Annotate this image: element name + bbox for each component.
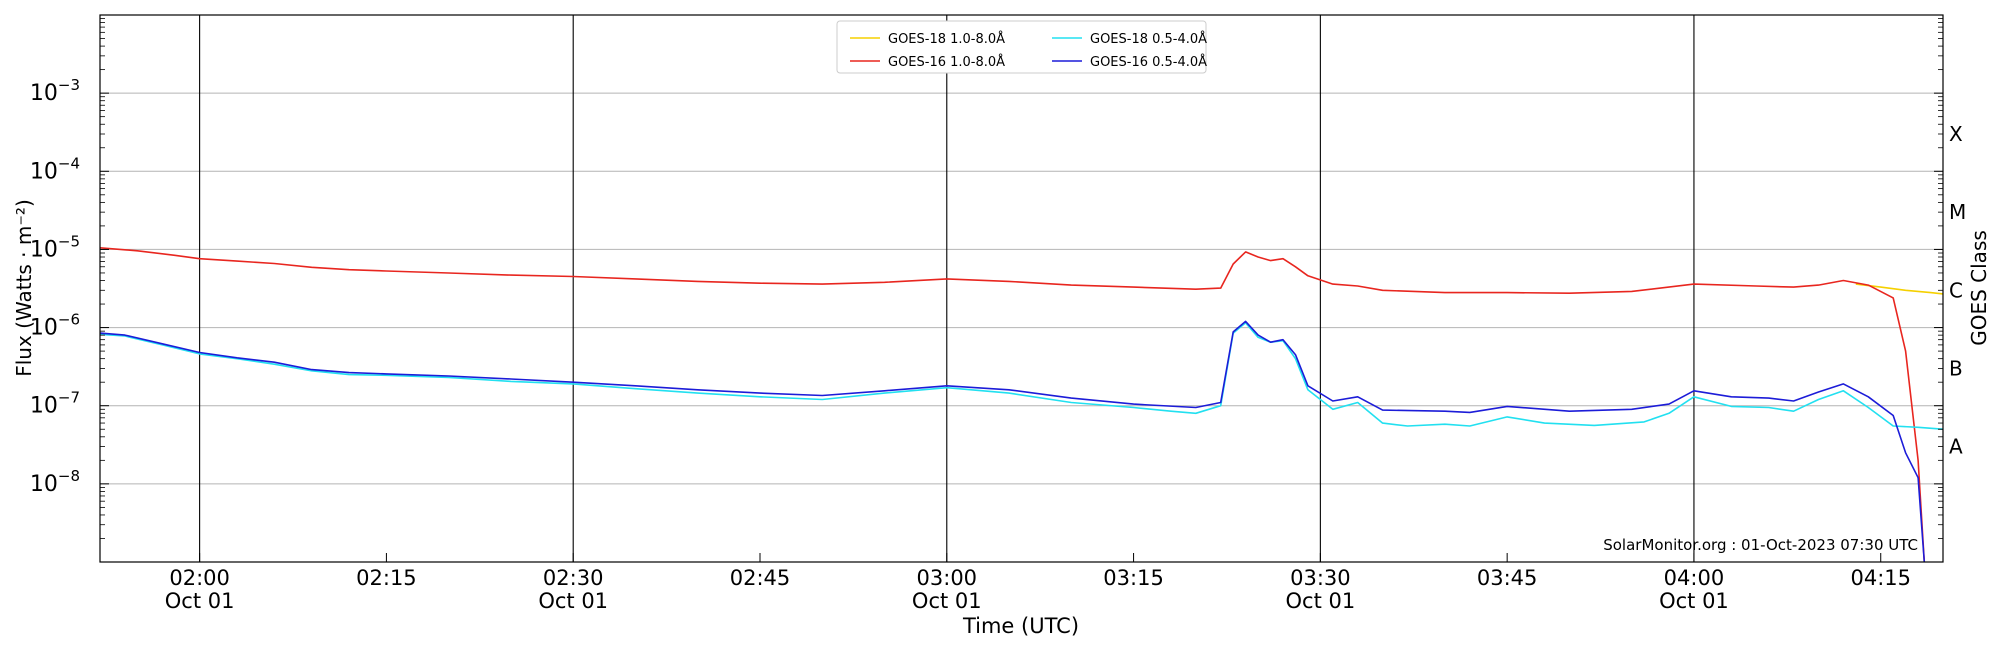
x-tick-label: 04:00 [1664,566,1725,590]
x-tick-label: 03:45 [1477,566,1538,590]
y-tick-label-base: 10 [30,316,58,341]
x-tick-label: 04:15 [1850,566,1911,590]
x-tick-label: 02:30 [543,566,604,590]
x-tick-date-label: Oct 01 [1286,589,1356,613]
x-tick-date-label: Oct 01 [538,589,608,613]
series-line [99,247,1926,563]
goes-class-label: M [1949,200,1966,224]
y-tick-label: 10−5 [30,232,80,262]
y-tick-label-base: 10 [30,81,58,106]
x-tick-label: 02:45 [730,566,791,590]
series-line [99,320,1926,563]
y-axis-label: Flux (Watts · m⁻²) [12,199,36,377]
y-tick-label-base: 10 [30,237,58,262]
y-tick-label-base: 10 [30,159,58,184]
y-tick-label-exponent: −8 [58,467,80,485]
plot-frame [99,14,1944,563]
x-axis-label: Time (UTC) [962,614,1079,638]
series-line [1855,283,1944,295]
y-tick-label: 10−7 [30,389,80,419]
x-tick-label: 03:15 [1103,566,1164,590]
series-line [99,321,1944,430]
legend-label: GOES-18 0.5-4.0Å [1090,31,1207,47]
y-tick-label-exponent: −6 [58,311,80,329]
legend-label: GOES-16 1.0-8.0Å [888,54,1005,70]
y-tick-label: 10−4 [30,154,80,184]
legend-label: GOES-18 1.0-8.0Å [888,31,1005,47]
legend-label: GOES-16 0.5-4.0Å [1090,54,1207,70]
legend-box [836,20,1207,74]
right-axis-label: GOES Class [1967,230,1991,346]
y-tick-label-base: 10 [30,394,58,419]
y-tick-label: 10−3 [30,76,80,106]
credit-text: SolarMonitor.org : 01-Oct-2023 07:30 UTC [1603,536,1918,554]
legend: GOES-18 1.0-8.0Å GOES-16 1.0-8.0Å GOES-18 … [836,20,1207,74]
goes-class-label: B [1949,356,1963,380]
x-tick-label: 02:15 [356,566,417,590]
goes-class-label: C [1949,278,1963,302]
y-tick-label-exponent: −7 [58,389,80,407]
y-tick-label-exponent: −5 [58,232,80,250]
x-tick-label: 02:00 [169,566,230,590]
y-tick-label: 10−8 [30,467,80,497]
goes-class-label: A [1949,435,1963,459]
y-tick-label-exponent: −3 [58,76,80,94]
y-tick-label: 10−6 [30,311,80,341]
x-tick-label: 03:30 [1290,566,1351,590]
grid-layer [100,15,1943,562]
x-tick-date-label: Oct 01 [912,589,982,613]
y-tick-label-exponent: −4 [58,154,80,172]
x-tick-date-label: Oct 01 [165,589,235,613]
x-tick-label: 03:00 [917,566,978,590]
goes-class-label: X [1949,122,1963,146]
y-tick-label-base: 10 [30,472,58,497]
x-tick-date-label: Oct 01 [1659,589,1729,613]
series-layer [99,247,1944,563]
